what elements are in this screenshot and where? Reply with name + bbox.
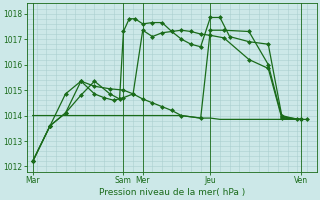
X-axis label: Pression niveau de la mer( hPa ): Pression niveau de la mer( hPa ): [99, 188, 245, 197]
